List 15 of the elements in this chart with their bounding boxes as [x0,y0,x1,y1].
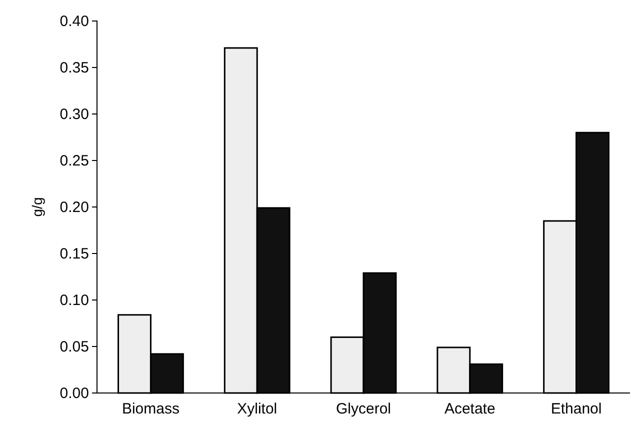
y-tick-label: 0.15 [60,245,89,262]
x-tick-label: Glycerol [336,400,392,418]
x-tick-label: Biomass [122,400,180,418]
y-axis-title: g/g [29,197,45,217]
x-tick-label: Xylitol [237,400,278,418]
y-tick-label: 0.00 [60,384,89,402]
x-tick-label: Ethanol [550,400,602,418]
y-tick-label: 0.10 [60,292,89,309]
y-tick-label: 0.25 [60,152,89,170]
y-tick-label: 0.05 [60,338,89,356]
y-tick-label: 0.35 [60,59,89,76]
x-tick-label: Acetate [444,400,496,418]
y-tick-label: 0.40 [60,12,89,30]
y-tick-label: 0.20 [60,198,89,216]
y-tick-label: 0.30 [60,106,89,123]
